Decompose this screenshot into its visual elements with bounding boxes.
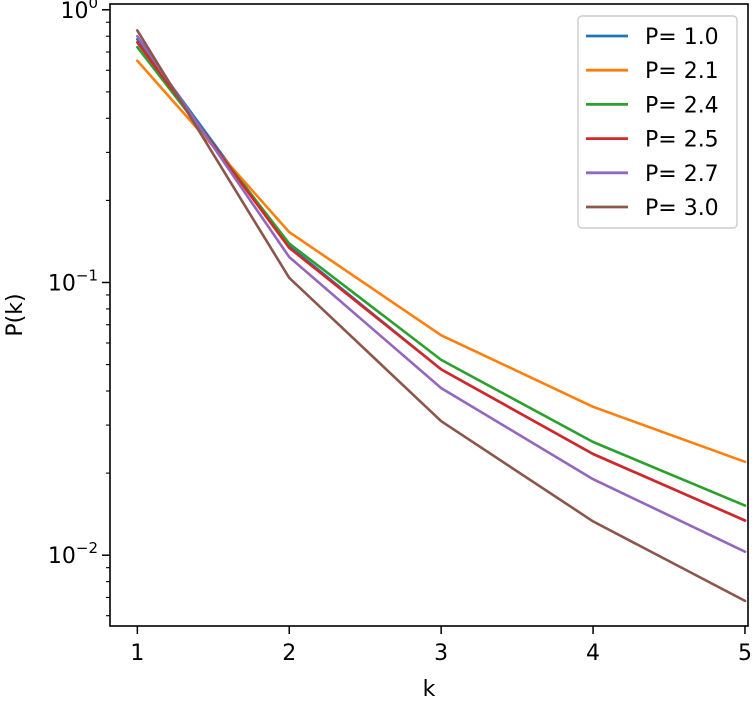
y-axis-label: P(k) <box>3 293 28 336</box>
y-tick-label: 10−1 <box>48 266 98 296</box>
axes: 1 2 3 4 5 100 10−1 10−2 <box>48 0 752 666</box>
series-line-4 <box>136 40 747 522</box>
x-tick-label: 2 <box>282 641 296 666</box>
legend: P= 1.0 P= 2.1 P= 2.4 P= 2.5 P= 2.7 P= 3.0 <box>577 15 738 229</box>
series-line-5 <box>136 34 747 554</box>
legend-entry-label: P= 2.1 <box>645 59 719 84</box>
plot-area <box>136 29 747 603</box>
x-tick-label: 1 <box>130 641 144 666</box>
x-axis-label: k <box>423 677 436 702</box>
y-tick-label: 10−2 <box>48 539 98 569</box>
legend-entry-label: P= 2.4 <box>645 93 719 118</box>
x-tick-label: 4 <box>586 641 600 666</box>
x-tick-label: 5 <box>738 641 752 666</box>
legend-entry-label: P= 2.7 <box>645 162 719 187</box>
legend-entry-label: P= 1.0 <box>645 25 719 50</box>
series-line-2 <box>136 59 747 464</box>
series-line-6 <box>136 29 747 603</box>
plot-frame <box>109 3 749 627</box>
y-tick-label: 100 <box>60 0 98 24</box>
legend-entry-label: P= 2.5 <box>645 128 719 153</box>
legend-entry-label: P= 3.0 <box>645 196 719 221</box>
x-tick-label: 3 <box>434 641 448 666</box>
